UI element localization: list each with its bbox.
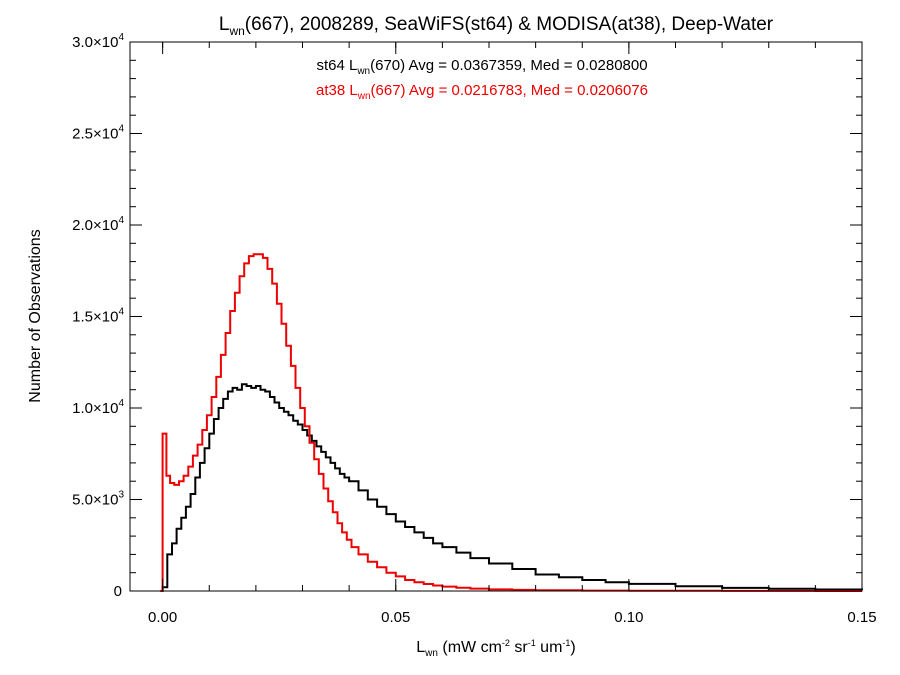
annotation-at38: at38 Lwn(667) Avg = 0.0216783, Med = 0.0… xyxy=(316,82,648,102)
y-tick-label: 2.5×104 xyxy=(72,124,124,143)
plot-frame xyxy=(129,41,863,592)
annotation-st64: st64 Lwn(670) Avg = 0.0367359, Med = 0.0… xyxy=(316,57,647,77)
y-tick-label: 1.0×104 xyxy=(72,398,124,417)
y-axis-ticks: 0 5.0×103 1.0×104 1.5×104 2.0×104 2.5×104 3.0×… xyxy=(72,32,862,600)
y-tick-label: 0 xyxy=(114,583,122,600)
x-axis-label: Lwn (mW cm-2 sr-1 um-1) xyxy=(416,638,576,659)
series-line-st64 xyxy=(161,383,863,591)
series-line-at38 xyxy=(160,253,862,592)
x-axis-ticks: 0.00 0.05 0.10 0.15 xyxy=(148,42,877,626)
x-tick-label: 0.15 xyxy=(847,609,876,626)
y-tick-label: 5.0×103 xyxy=(72,490,124,509)
y-tick-label: 2.0×104 xyxy=(72,215,124,234)
y-axis-label: Number of Observations xyxy=(27,229,44,402)
series-layer xyxy=(160,253,863,592)
x-tick-label: 0.05 xyxy=(381,609,410,626)
x-tick-label: 0.00 xyxy=(148,609,177,626)
x-tick-label: 0.10 xyxy=(614,609,643,626)
y-tick-label: 1.5×104 xyxy=(72,307,124,326)
chart-title: Lwn(667), 2008289, SeaWiFS(st64) & MODIS… xyxy=(219,14,774,38)
annotations: st64 Lwn(670) Avg = 0.0367359, Med = 0.0… xyxy=(316,57,648,102)
y-tick-label: 3.0×104 xyxy=(72,32,124,51)
